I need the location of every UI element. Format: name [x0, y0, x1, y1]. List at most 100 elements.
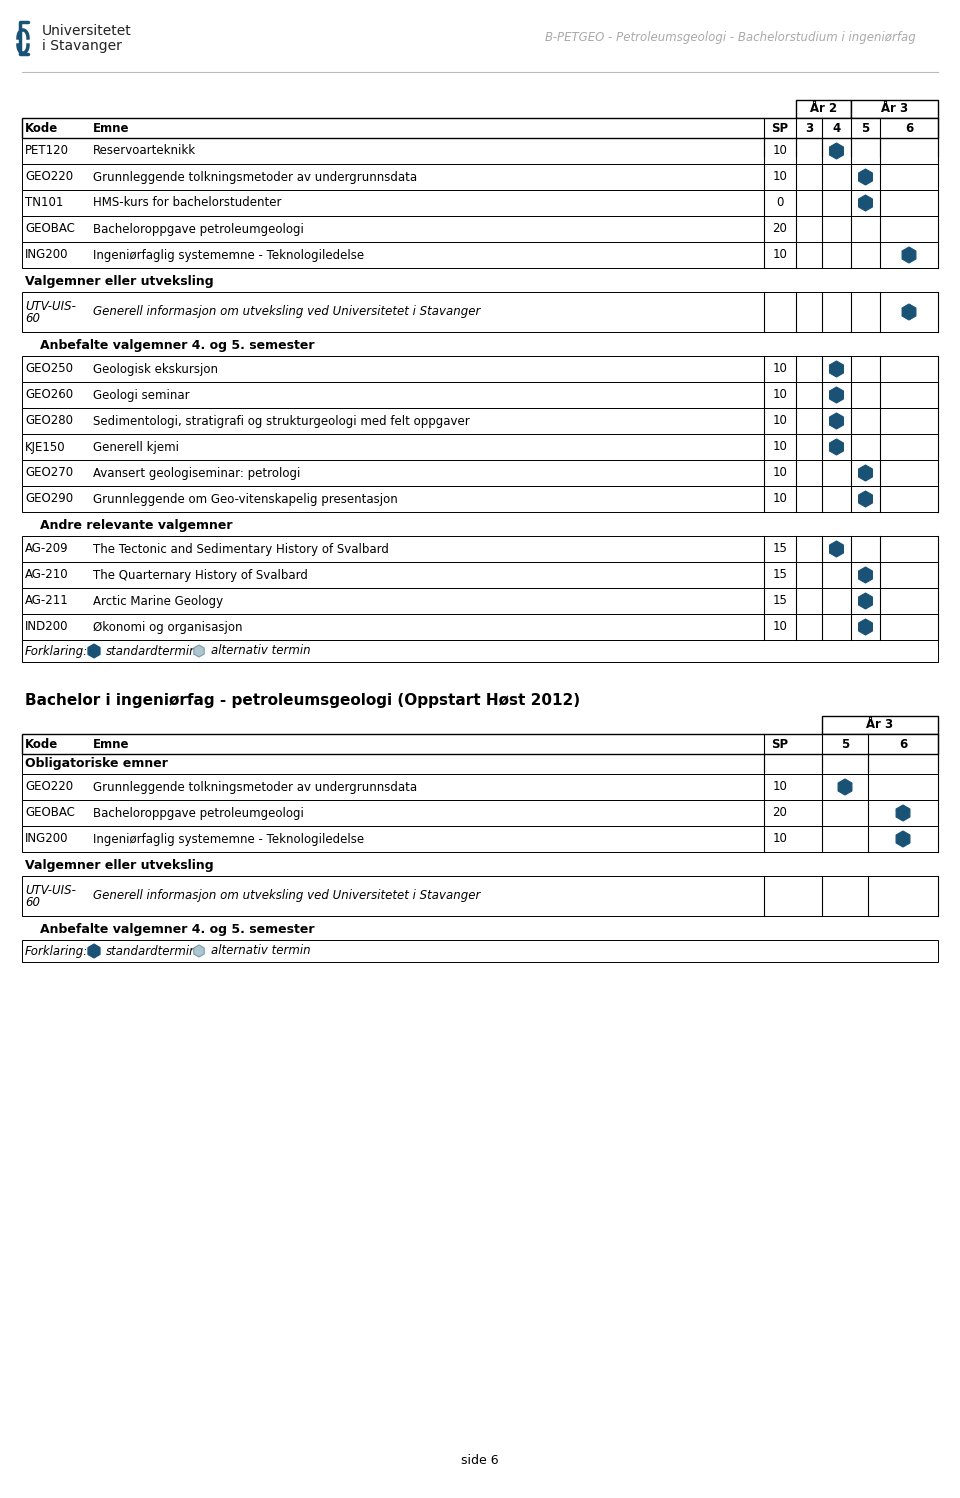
Bar [22, 536, 938, 562]
Text: standardtermin,: standardtermin, [106, 644, 202, 658]
Polygon shape [829, 439, 844, 455]
Text: standardtermin,: standardtermin, [106, 945, 202, 957]
Text: 3: 3 [804, 121, 813, 135]
Text: 60: 60 [25, 896, 40, 908]
Text: GEOBAC: GEOBAC [25, 806, 75, 819]
Text: Økonomi og organisasjon: Økonomi og organisasjon [93, 620, 243, 634]
Polygon shape [829, 541, 844, 557]
Text: The Quarternary History of Svalbard: The Quarternary History of Svalbard [93, 569, 308, 581]
Text: GEO280: GEO280 [25, 415, 73, 427]
Polygon shape [858, 169, 873, 184]
Text: GEO270: GEO270 [25, 466, 73, 479]
Polygon shape [902, 304, 916, 321]
Bar [22, 734, 938, 753]
Text: 5: 5 [861, 121, 870, 135]
Text: 10: 10 [773, 144, 787, 157]
Bar [22, 434, 938, 460]
Text: År 2: År 2 [810, 102, 837, 115]
Text: Geologisk ekskursjon: Geologisk ekskursjon [93, 363, 218, 376]
Text: UTV-UIS-: UTV-UIS- [25, 884, 76, 896]
Polygon shape [858, 491, 873, 506]
Polygon shape [829, 142, 844, 159]
Bar [22, 163, 938, 190]
Text: Bachelor i ingeniørfag - petroleumsgeologi (Oppstart Høst 2012): Bachelor i ingeniørfag - petroleumsgeolo… [25, 692, 580, 707]
Text: År 3: År 3 [867, 719, 894, 731]
Text: Bacheloroppgave petroleumgeologi: Bacheloroppgave petroleumgeologi [93, 223, 304, 235]
Text: Generell kjemi: Generell kjemi [93, 440, 179, 454]
Text: Grunnleggende om Geo-vitenskapelig presentasjon: Grunnleggende om Geo-vitenskapelig prese… [93, 493, 397, 505]
Text: 10: 10 [773, 363, 787, 376]
Text: alternativ termin: alternativ termin [211, 945, 311, 957]
Text: SP: SP [772, 737, 788, 750]
Text: ING200: ING200 [25, 249, 68, 262]
Polygon shape [902, 247, 916, 264]
Text: Bacheloroppgave petroleumgeologi: Bacheloroppgave petroleumgeologi [93, 806, 304, 819]
Text: ING200: ING200 [25, 833, 68, 845]
Bar [22, 292, 938, 333]
Polygon shape [194, 945, 204, 957]
Text: 5: 5 [841, 737, 850, 750]
Text: KJE150: KJE150 [25, 440, 65, 454]
Text: År 3: År 3 [881, 102, 908, 115]
Bar [22, 941, 938, 962]
Text: 10: 10 [773, 388, 787, 401]
Bar [822, 716, 938, 734]
Bar [22, 825, 938, 852]
Text: 10: 10 [773, 249, 787, 262]
Text: Andre relevante valgemner: Andre relevante valgemner [40, 520, 232, 532]
Bar [22, 138, 938, 163]
Text: GEO260: GEO260 [25, 388, 73, 401]
Polygon shape [858, 619, 873, 635]
Bar [22, 243, 938, 268]
Text: Kode: Kode [25, 121, 59, 135]
Polygon shape [829, 413, 844, 428]
Text: Emne: Emne [93, 121, 130, 135]
Text: Grunnleggende tolkningsmetoder av undergrunnsdata: Grunnleggende tolkningsmetoder av underg… [93, 780, 418, 794]
Bar [851, 100, 938, 118]
Text: Generell informasjon om utveksling ved Universitetet i Stavanger: Generell informasjon om utveksling ved U… [93, 306, 480, 319]
Text: Forklaring:: Forklaring: [25, 945, 88, 957]
Text: Arctic Marine Geology: Arctic Marine Geology [93, 595, 223, 608]
Bar [22, 357, 938, 382]
Text: UTV-UIS-: UTV-UIS- [25, 300, 76, 313]
Text: Anbefalte valgemner 4. og 5. semester: Anbefalte valgemner 4. og 5. semester [40, 923, 315, 936]
Text: Grunnleggende tolkningsmetoder av undergrunnsdata: Grunnleggende tolkningsmetoder av underg… [93, 171, 418, 183]
Bar [796, 100, 851, 118]
Text: 4: 4 [832, 121, 841, 135]
Text: Ingeniørfaglig systememne - Teknologiledelse: Ingeniørfaglig systememne - Teknologiled… [93, 833, 364, 845]
Text: Ingeniørfaglig systememne - Teknologiledelse: Ingeniørfaglig systememne - Teknologiled… [93, 249, 364, 262]
Text: Reservoarteknikk: Reservoarteknikk [93, 144, 196, 157]
Text: GEO250: GEO250 [25, 363, 73, 376]
Text: 20: 20 [773, 806, 787, 819]
Bar [22, 382, 938, 407]
Text: 10: 10 [773, 440, 787, 454]
Bar [22, 753, 938, 774]
Text: 10: 10 [773, 833, 787, 845]
Bar [22, 614, 938, 640]
Text: Sedimentologi, stratigrafi og strukturgeologi med felt oppgaver: Sedimentologi, stratigrafi og strukturge… [93, 415, 469, 427]
Text: IND200: IND200 [25, 620, 68, 634]
Text: 10: 10 [773, 780, 787, 794]
Bar [22, 118, 938, 138]
Text: Emne: Emne [93, 737, 130, 750]
Text: 20: 20 [773, 223, 787, 235]
Text: GEO290: GEO290 [25, 493, 73, 505]
Bar [22, 562, 938, 589]
Text: AG-209: AG-209 [25, 542, 68, 556]
Text: 10: 10 [773, 466, 787, 479]
Text: Universitetet: Universitetet [42, 24, 132, 37]
Bar [22, 460, 938, 485]
Text: The Tectonic and Sedimentary History of Svalbard: The Tectonic and Sedimentary History of … [93, 542, 389, 556]
Polygon shape [858, 593, 873, 610]
Bar [22, 485, 938, 512]
Text: GEO220: GEO220 [25, 780, 73, 794]
Text: AG-210: AG-210 [25, 569, 68, 581]
Polygon shape [858, 195, 873, 211]
Polygon shape [194, 646, 204, 658]
Text: 10: 10 [773, 493, 787, 505]
Text: Kode: Kode [25, 737, 59, 750]
Bar [22, 190, 938, 216]
Text: 6: 6 [899, 737, 907, 750]
Bar [22, 876, 938, 915]
Text: 60: 60 [25, 312, 40, 325]
